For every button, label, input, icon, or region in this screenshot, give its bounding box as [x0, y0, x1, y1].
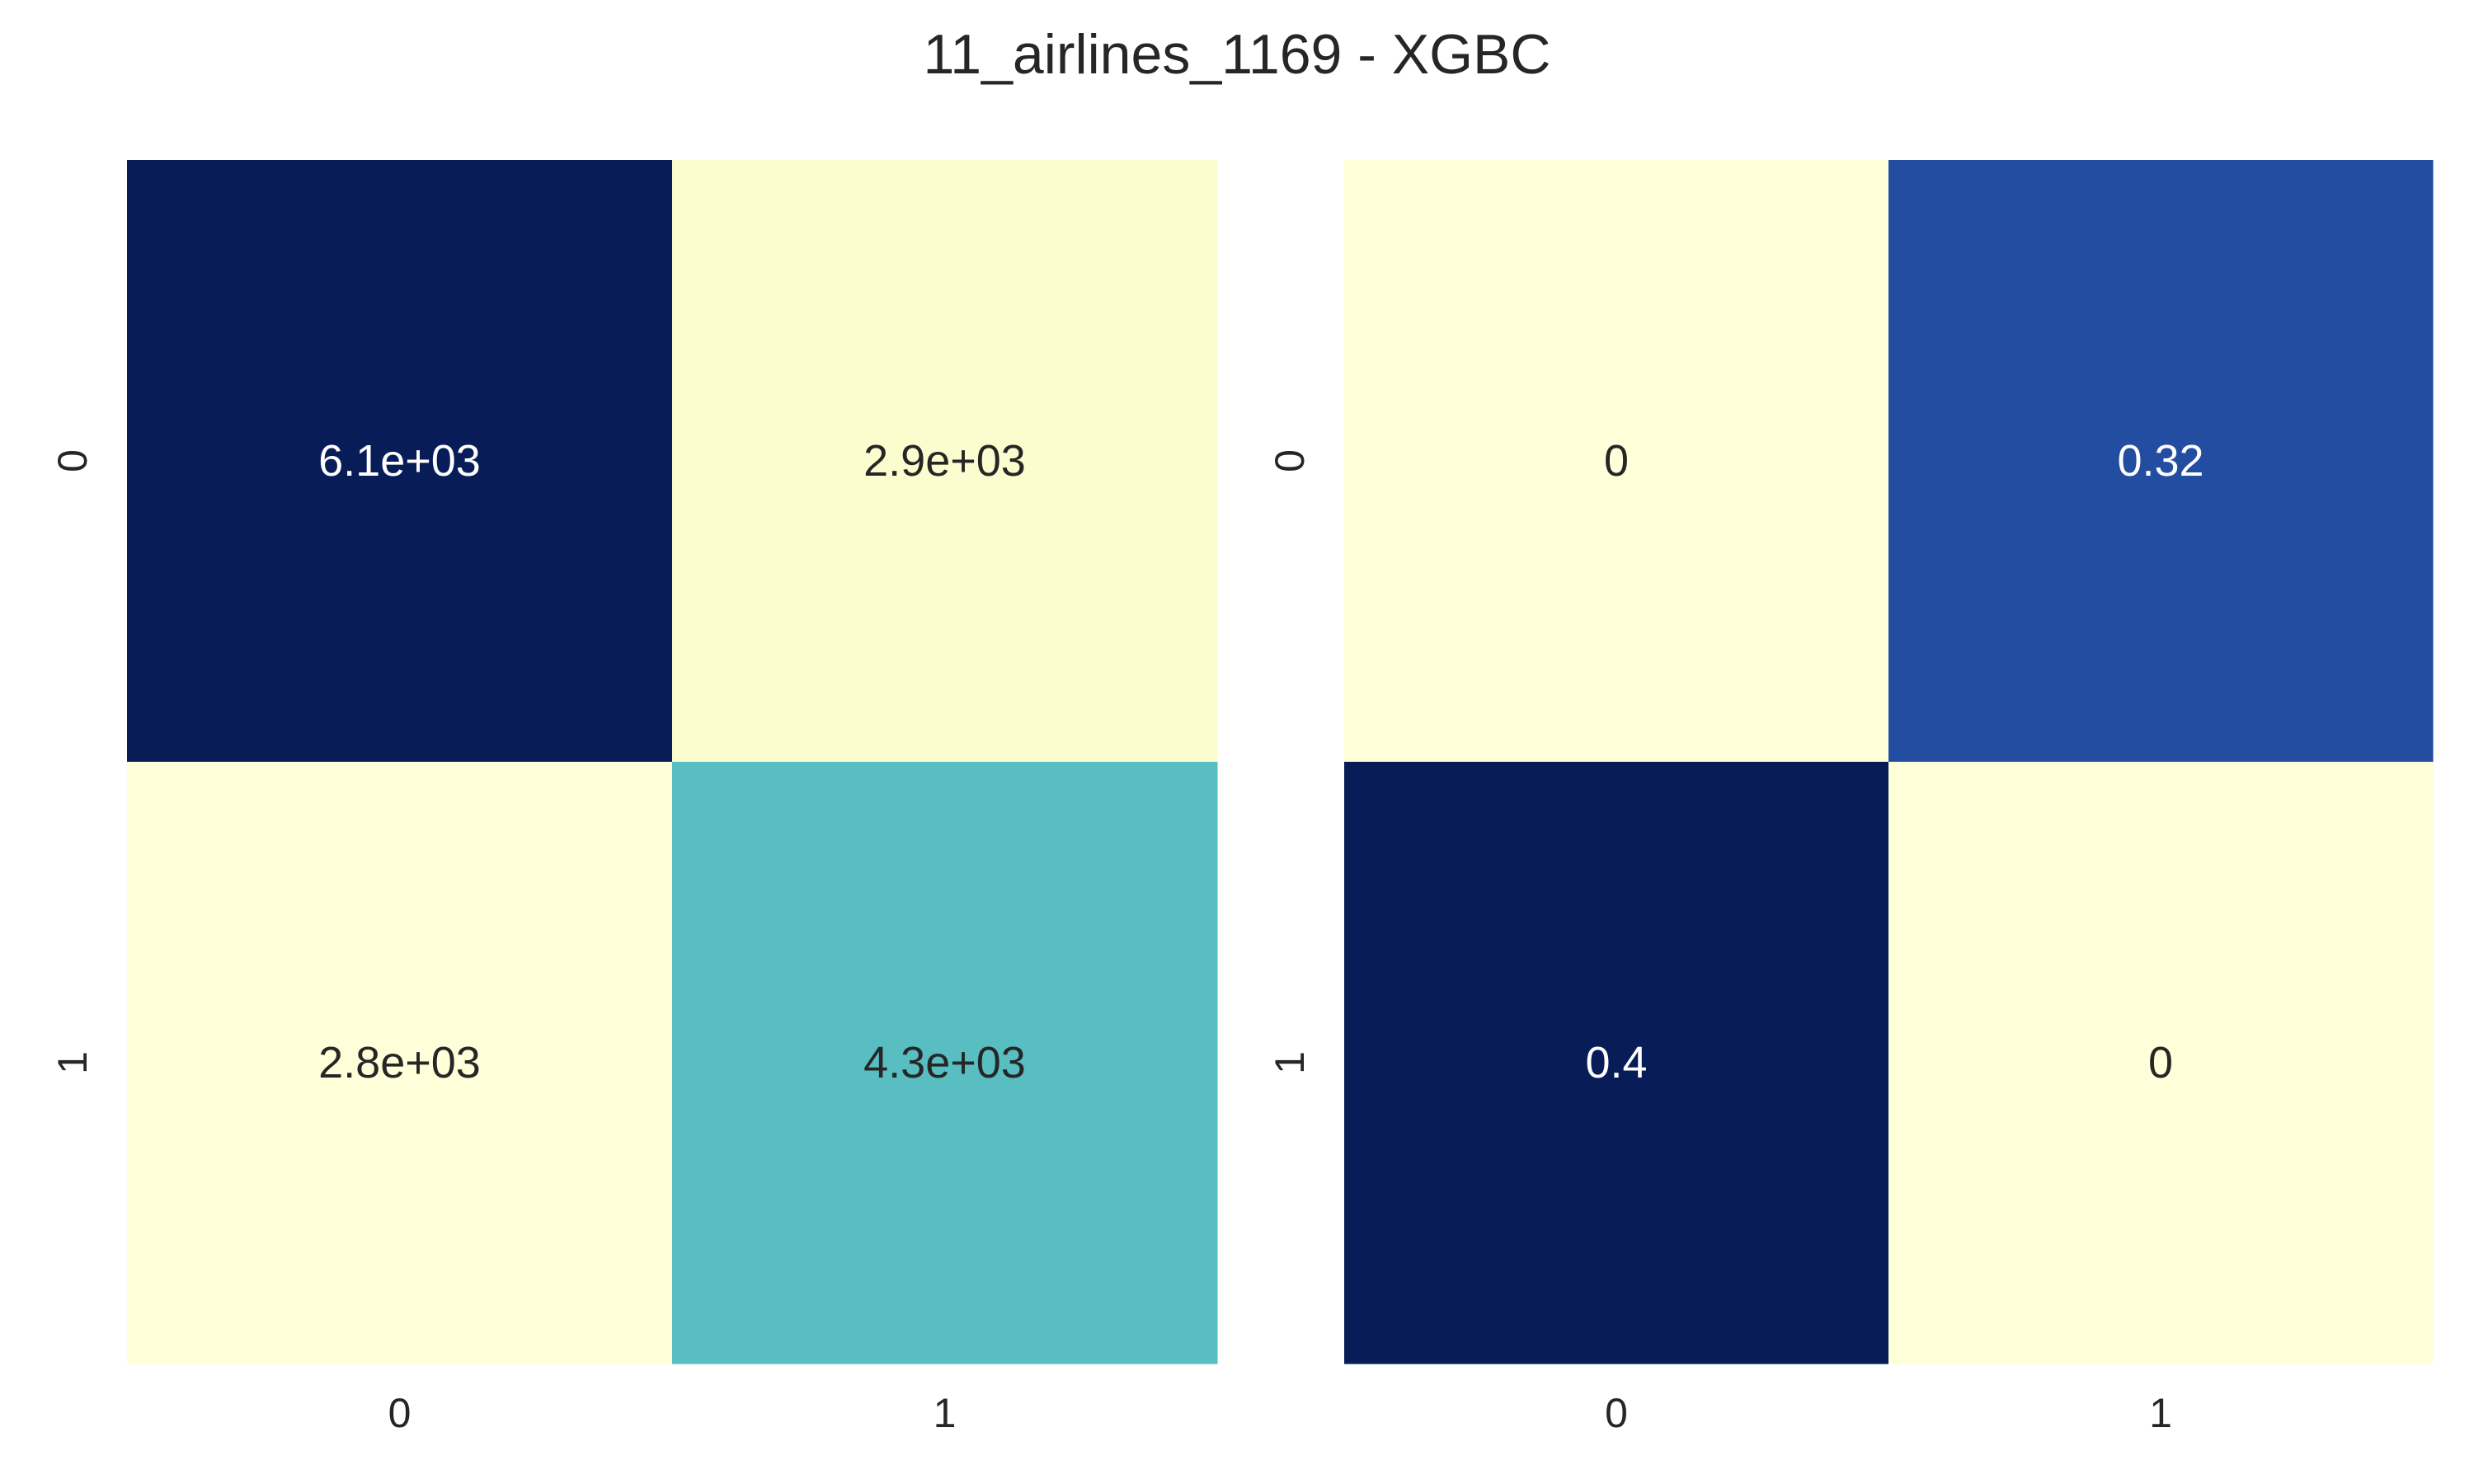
cell-value-label: 0.4: [1585, 1038, 1647, 1087]
heatmap-panel-1: 6.1e+03 2.9e+03 2.8e+03 4.3e+03 0 1 0 1: [49, 160, 1218, 1436]
y-tick-label: 0: [1267, 449, 1313, 472]
y-tick-label: 1: [1267, 1051, 1313, 1074]
heatmap-cell: [1344, 762, 1889, 1364]
cell-value-label: 2.9e+03: [863, 436, 1026, 486]
heatmap-panel-2: 0 0.32 0.4 0 0 1 0 1: [1267, 160, 2434, 1436]
x-tick-label: 1: [934, 1390, 957, 1436]
heatmap-cell: [672, 762, 1218, 1364]
cell-value-label: 0.32: [2117, 436, 2204, 486]
cell-value-label: 0: [2148, 1038, 2173, 1087]
heatmap-cell: [1888, 762, 2434, 1364]
heatmap-cell: [1344, 160, 1889, 763]
y-tick-label: 1: [49, 1051, 96, 1074]
cell-value-label: 2.8e+03: [318, 1038, 481, 1087]
x-tick-label: 1: [2149, 1390, 2172, 1436]
cell-value-label: 4.3e+03: [863, 1038, 1026, 1087]
heatmap-cell: [127, 160, 673, 763]
heatmap-cell: [1888, 160, 2434, 763]
heatmap-cell: [127, 762, 673, 1364]
heatmap-cell: [672, 160, 1218, 763]
cell-value-label: 6.1e+03: [318, 436, 481, 486]
y-tick-label: 0: [49, 449, 96, 472]
x-tick-label: 0: [388, 1390, 412, 1436]
cell-value-label: 0: [1604, 436, 1629, 486]
x-tick-label: 0: [1605, 1390, 1628, 1436]
figure-title: 11_airlines_1169 - XGBC: [923, 23, 1551, 86]
